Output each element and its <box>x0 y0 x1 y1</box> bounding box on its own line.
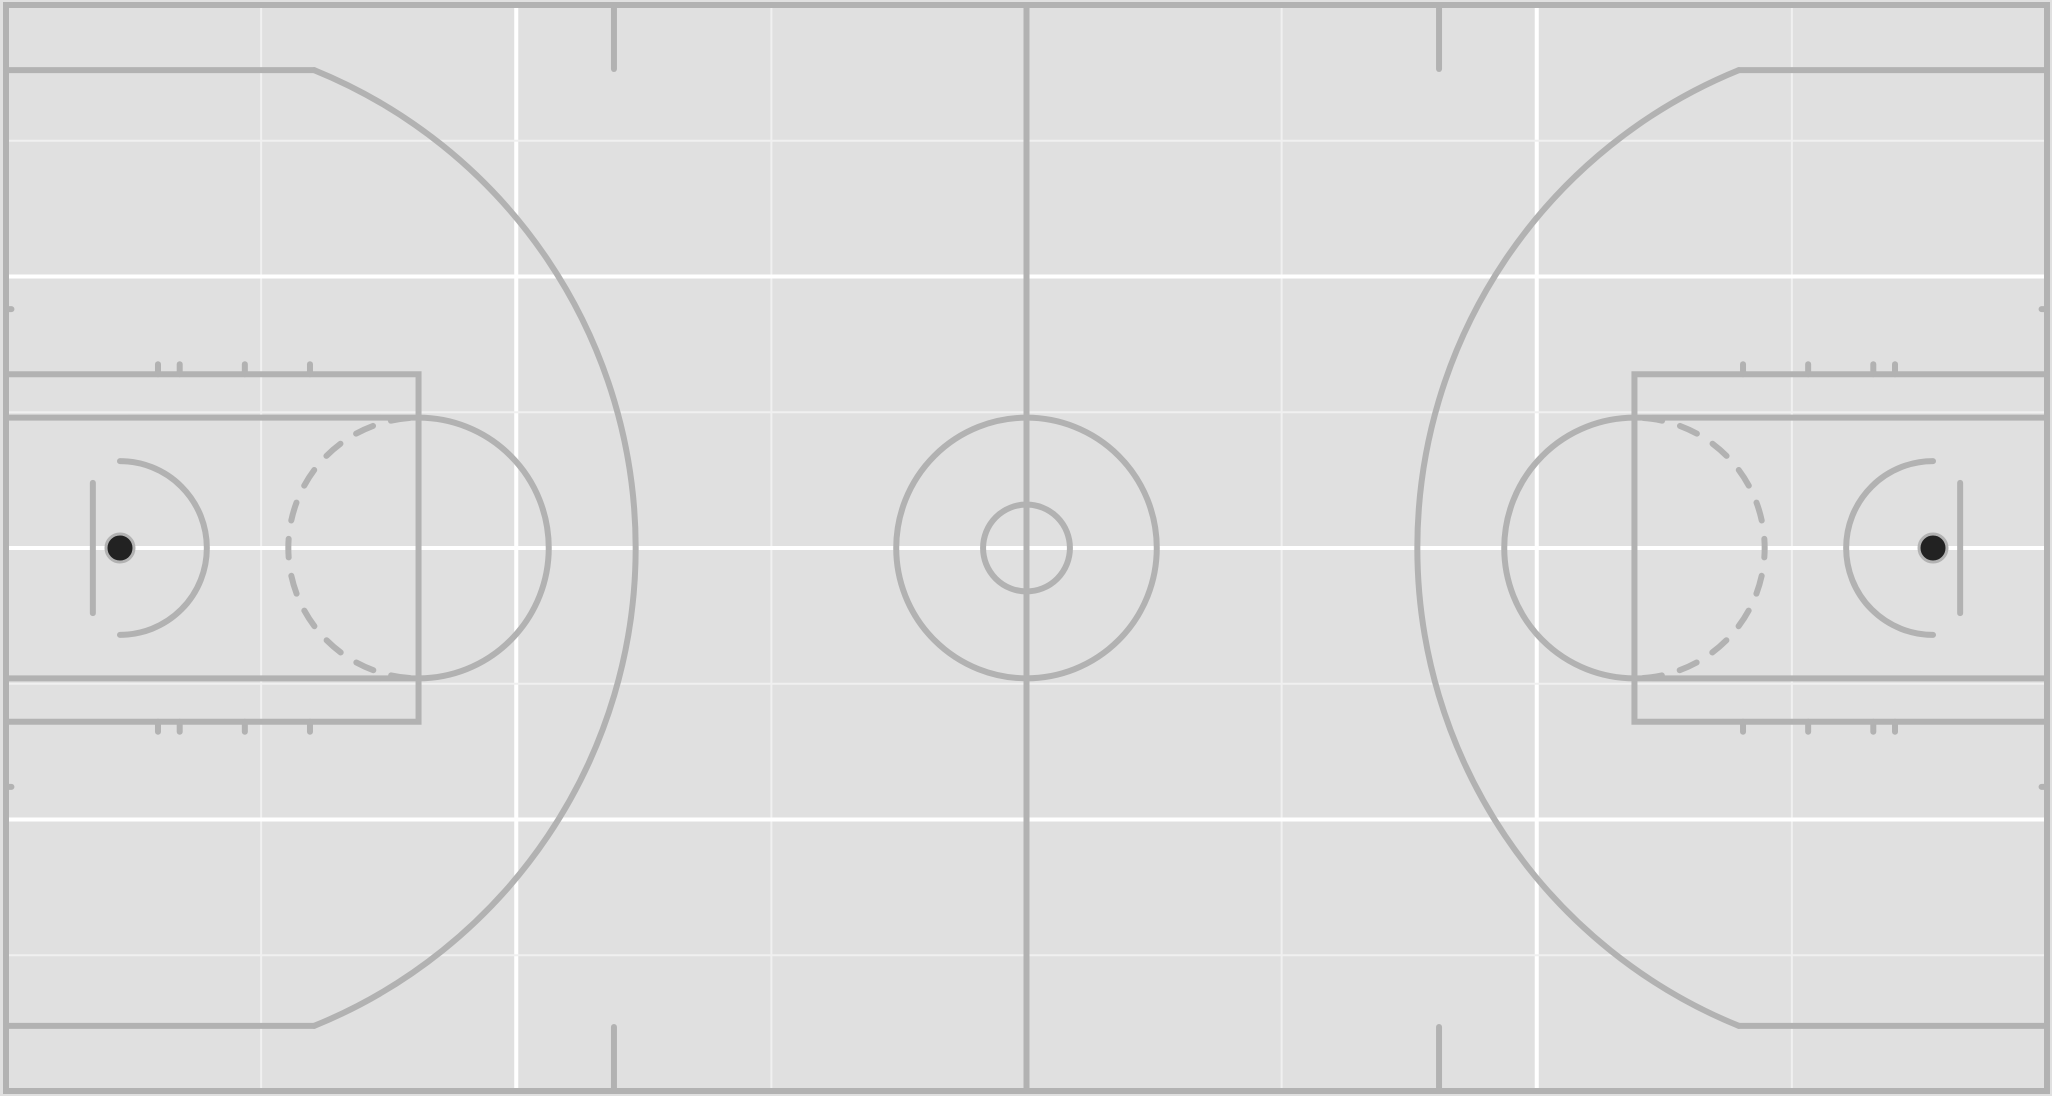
hoop-icon <box>1917 532 1949 564</box>
hoop-icon <box>104 532 136 564</box>
court-outline <box>3 2 2050 1094</box>
center-circle-inner <box>980 501 1073 595</box>
center-circle-outer <box>893 414 1160 682</box>
free-throw-circle-dashed <box>1631 414 1768 682</box>
right-half-court <box>1414 2 2050 1094</box>
three-point-arc <box>1414 67 1742 1029</box>
free-throw-circle-solid <box>1501 414 1638 682</box>
free-throw-circle-dashed <box>285 414 422 682</box>
restricted-area-arc <box>116 458 210 638</box>
free-throw-circle-solid <box>415 414 552 682</box>
center-court <box>893 2 1160 1094</box>
outer-key-box <box>1631 371 2050 725</box>
left-half-court <box>3 2 639 1094</box>
restricted-area-arc <box>1843 458 1937 638</box>
outer-key-box <box>3 371 422 725</box>
three-point-arc <box>311 67 639 1029</box>
court-boundary <box>3 2 2050 1094</box>
